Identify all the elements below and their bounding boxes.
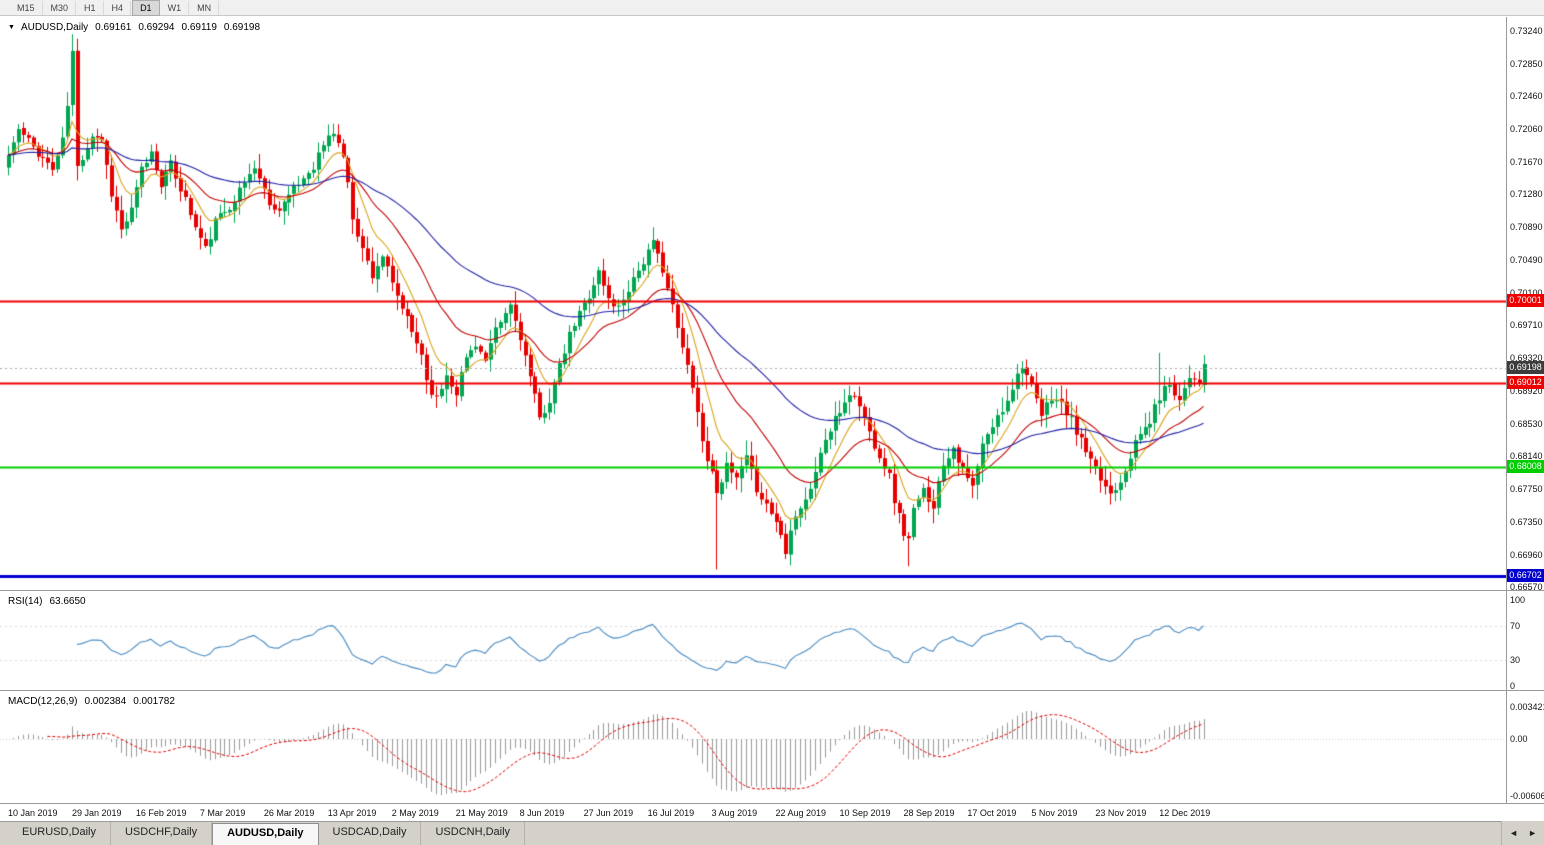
hline-price-badge: 0.69012 [1507, 376, 1544, 390]
rsi-canvas[interactable] [0, 592, 1506, 690]
tab-scroll-right-icon[interactable]: ► [1528, 828, 1537, 838]
ohlc-low: 0.69119 [181, 22, 217, 33]
ohlc-close: 0.69198 [223, 22, 261, 33]
price-tick-label: 0.70100 [1510, 287, 1543, 298]
rsi-tick-label: 0 [1510, 681, 1516, 691]
date-tick-label: 21 May 2019 [455, 808, 508, 818]
price-axis-border [1506, 17, 1507, 803]
price-tick-label: 0.69710 [1510, 320, 1543, 331]
date-tick-label: 17 Oct 2019 [967, 808, 1017, 818]
chart-tab-audusd[interactable]: AUDUSD,Daily [212, 823, 319, 845]
date-tick-label: 23 Nov 2019 [1095, 808, 1147, 818]
hline-price-badge: 0.66702 [1507, 569, 1544, 583]
price-tick-label: 0.71280 [1510, 189, 1543, 200]
date-tick-label: 16 Jul 2019 [647, 808, 695, 818]
price-tick-label: 0.69320 [1510, 352, 1543, 363]
date-tick-label: 29 Jan 2019 [71, 808, 122, 818]
date-tick-label: 8 Jun 2019 [519, 808, 565, 818]
hline-price-badge: 0.70001 [1507, 294, 1544, 307]
timeframe-button-h4[interactable]: H4 [105, 0, 132, 15]
price-tick-label: 0.70490 [1510, 255, 1543, 266]
macd-value-signal: 0.001782 [133, 696, 175, 707]
price-tick-label: 0.71670 [1510, 156, 1543, 167]
tab-nav: ◄ ► [1501, 821, 1544, 845]
price-tick-label: 0.67350 [1510, 517, 1543, 527]
macd-value-main: 0.002384 [84, 696, 127, 707]
price-tick-label: 0.66960 [1510, 549, 1543, 560]
timeframe-button-w1[interactable]: W1 [161, 0, 190, 15]
hline-price-badge: 0.68008 [1507, 460, 1544, 474]
price-chart-canvas[interactable] [0, 17, 1506, 590]
price-tick-label: 0.68530 [1510, 418, 1543, 429]
rsi-tick-label: 100 [1510, 595, 1526, 605]
rsi-name: RSI(14) [8, 596, 43, 607]
macd-canvas[interactable] [0, 692, 1506, 803]
macd-tick-label: 0.00 [1510, 734, 1528, 744]
timeframe-button-mn[interactable]: MN [190, 0, 220, 15]
date-tick-label: 26 Mar 2019 [263, 808, 315, 818]
macd-name: MACD(12,26,9) [8, 696, 78, 707]
date-tick-label: 16 Feb 2019 [135, 808, 187, 818]
macd-tick-label: 0.003421 [1510, 701, 1544, 712]
chart-tab-bar: EURUSD,Daily USDCHF,Daily AUDUSD,Daily USDC… [0, 821, 1544, 845]
timeframe-toolbar: M15 M30 H1 H4 D1 W1 MN [0, 0, 1544, 16]
date-tick-label: 2 May 2019 [391, 808, 439, 818]
pane-separator[interactable] [0, 590, 1544, 593]
price-tick-label: 0.73240 [1510, 26, 1543, 36]
pane-separator[interactable] [0, 690, 1544, 693]
price-tick-label: 0.72850 [1510, 58, 1543, 69]
chart-tab-usdcad[interactable]: USDCAD,Daily [319, 822, 422, 845]
chart-title: ▼ AUDUSD,Daily 0.69161 0.69294 0.69119 0… [8, 22, 260, 33]
symbol-label: AUDUSD,Daily [20, 22, 89, 33]
timeframe-button-h1[interactable]: H1 [77, 0, 104, 15]
date-tick-label: 12 Dec 2019 [1159, 808, 1211, 818]
date-tick-label: 3 Aug 2019 [711, 808, 758, 818]
timeframe-button-m15[interactable]: M15 [10, 0, 43, 15]
timeframe-button-m30[interactable]: M30 [44, 0, 77, 15]
ohlc-open: 0.69161 [95, 22, 132, 33]
price-tick-label: 0.72060 [1510, 124, 1543, 135]
price-tick-label: 0.72460 [1510, 91, 1543, 102]
macd-label: MACD(12,26,9) 0.002384 0.001782 [8, 696, 175, 707]
chart-tab-usdchf[interactable]: USDCHF,Daily [111, 822, 213, 845]
rsi-label: RSI(14) 63.6650 [8, 596, 86, 607]
date-tick-label: 27 Jun 2019 [583, 808, 634, 818]
ohlc-high: 0.69294 [138, 22, 175, 33]
price-tick-label: 0.67750 [1510, 483, 1543, 494]
date-tick-label: 28 Sep 2019 [903, 808, 955, 818]
price-tick-label: 0.68140 [1510, 451, 1543, 462]
symbol-dropdown-icon[interactable]: ▼ [8, 24, 15, 31]
timeframe-button-d1[interactable]: D1 [132, 0, 160, 16]
date-tick-label: 5 Nov 2019 [1031, 808, 1078, 818]
price-tick-label: 0.70890 [1510, 221, 1543, 232]
date-axis[interactable]: 10 Jan 2019 29 Jan 2019 16 Feb 2019 7 Mar 2… [0, 803, 1544, 822]
current-price-badge: 0.69198 [1507, 360, 1544, 374]
rsi-value: 63.6650 [49, 596, 86, 607]
date-tick-label: 22 Aug 2019 [775, 808, 827, 818]
rsi-tick-label: 30 [1510, 655, 1521, 666]
date-tick-label: 10 Sep 2019 [839, 808, 891, 818]
tab-scroll-left-icon[interactable]: ◄ [1509, 828, 1519, 838]
chart-tab-usdcnh[interactable]: USDCNH,Daily [421, 822, 526, 845]
price-tick-label: 0.66570 [1510, 582, 1543, 593]
date-tick-label: 13 Apr 2019 [327, 808, 377, 818]
date-tick-label: 10 Jan 2019 [8, 808, 58, 818]
price-tick-label: 0.68920 [1510, 386, 1543, 397]
rsi-tick-label: 70 [1510, 620, 1521, 631]
date-tick-label: 7 Mar 2019 [199, 808, 246, 818]
chart-tab-eurusd[interactable]: EURUSD,Daily [8, 822, 111, 845]
macd-tick-label: -0.006069 [1510, 790, 1544, 801]
